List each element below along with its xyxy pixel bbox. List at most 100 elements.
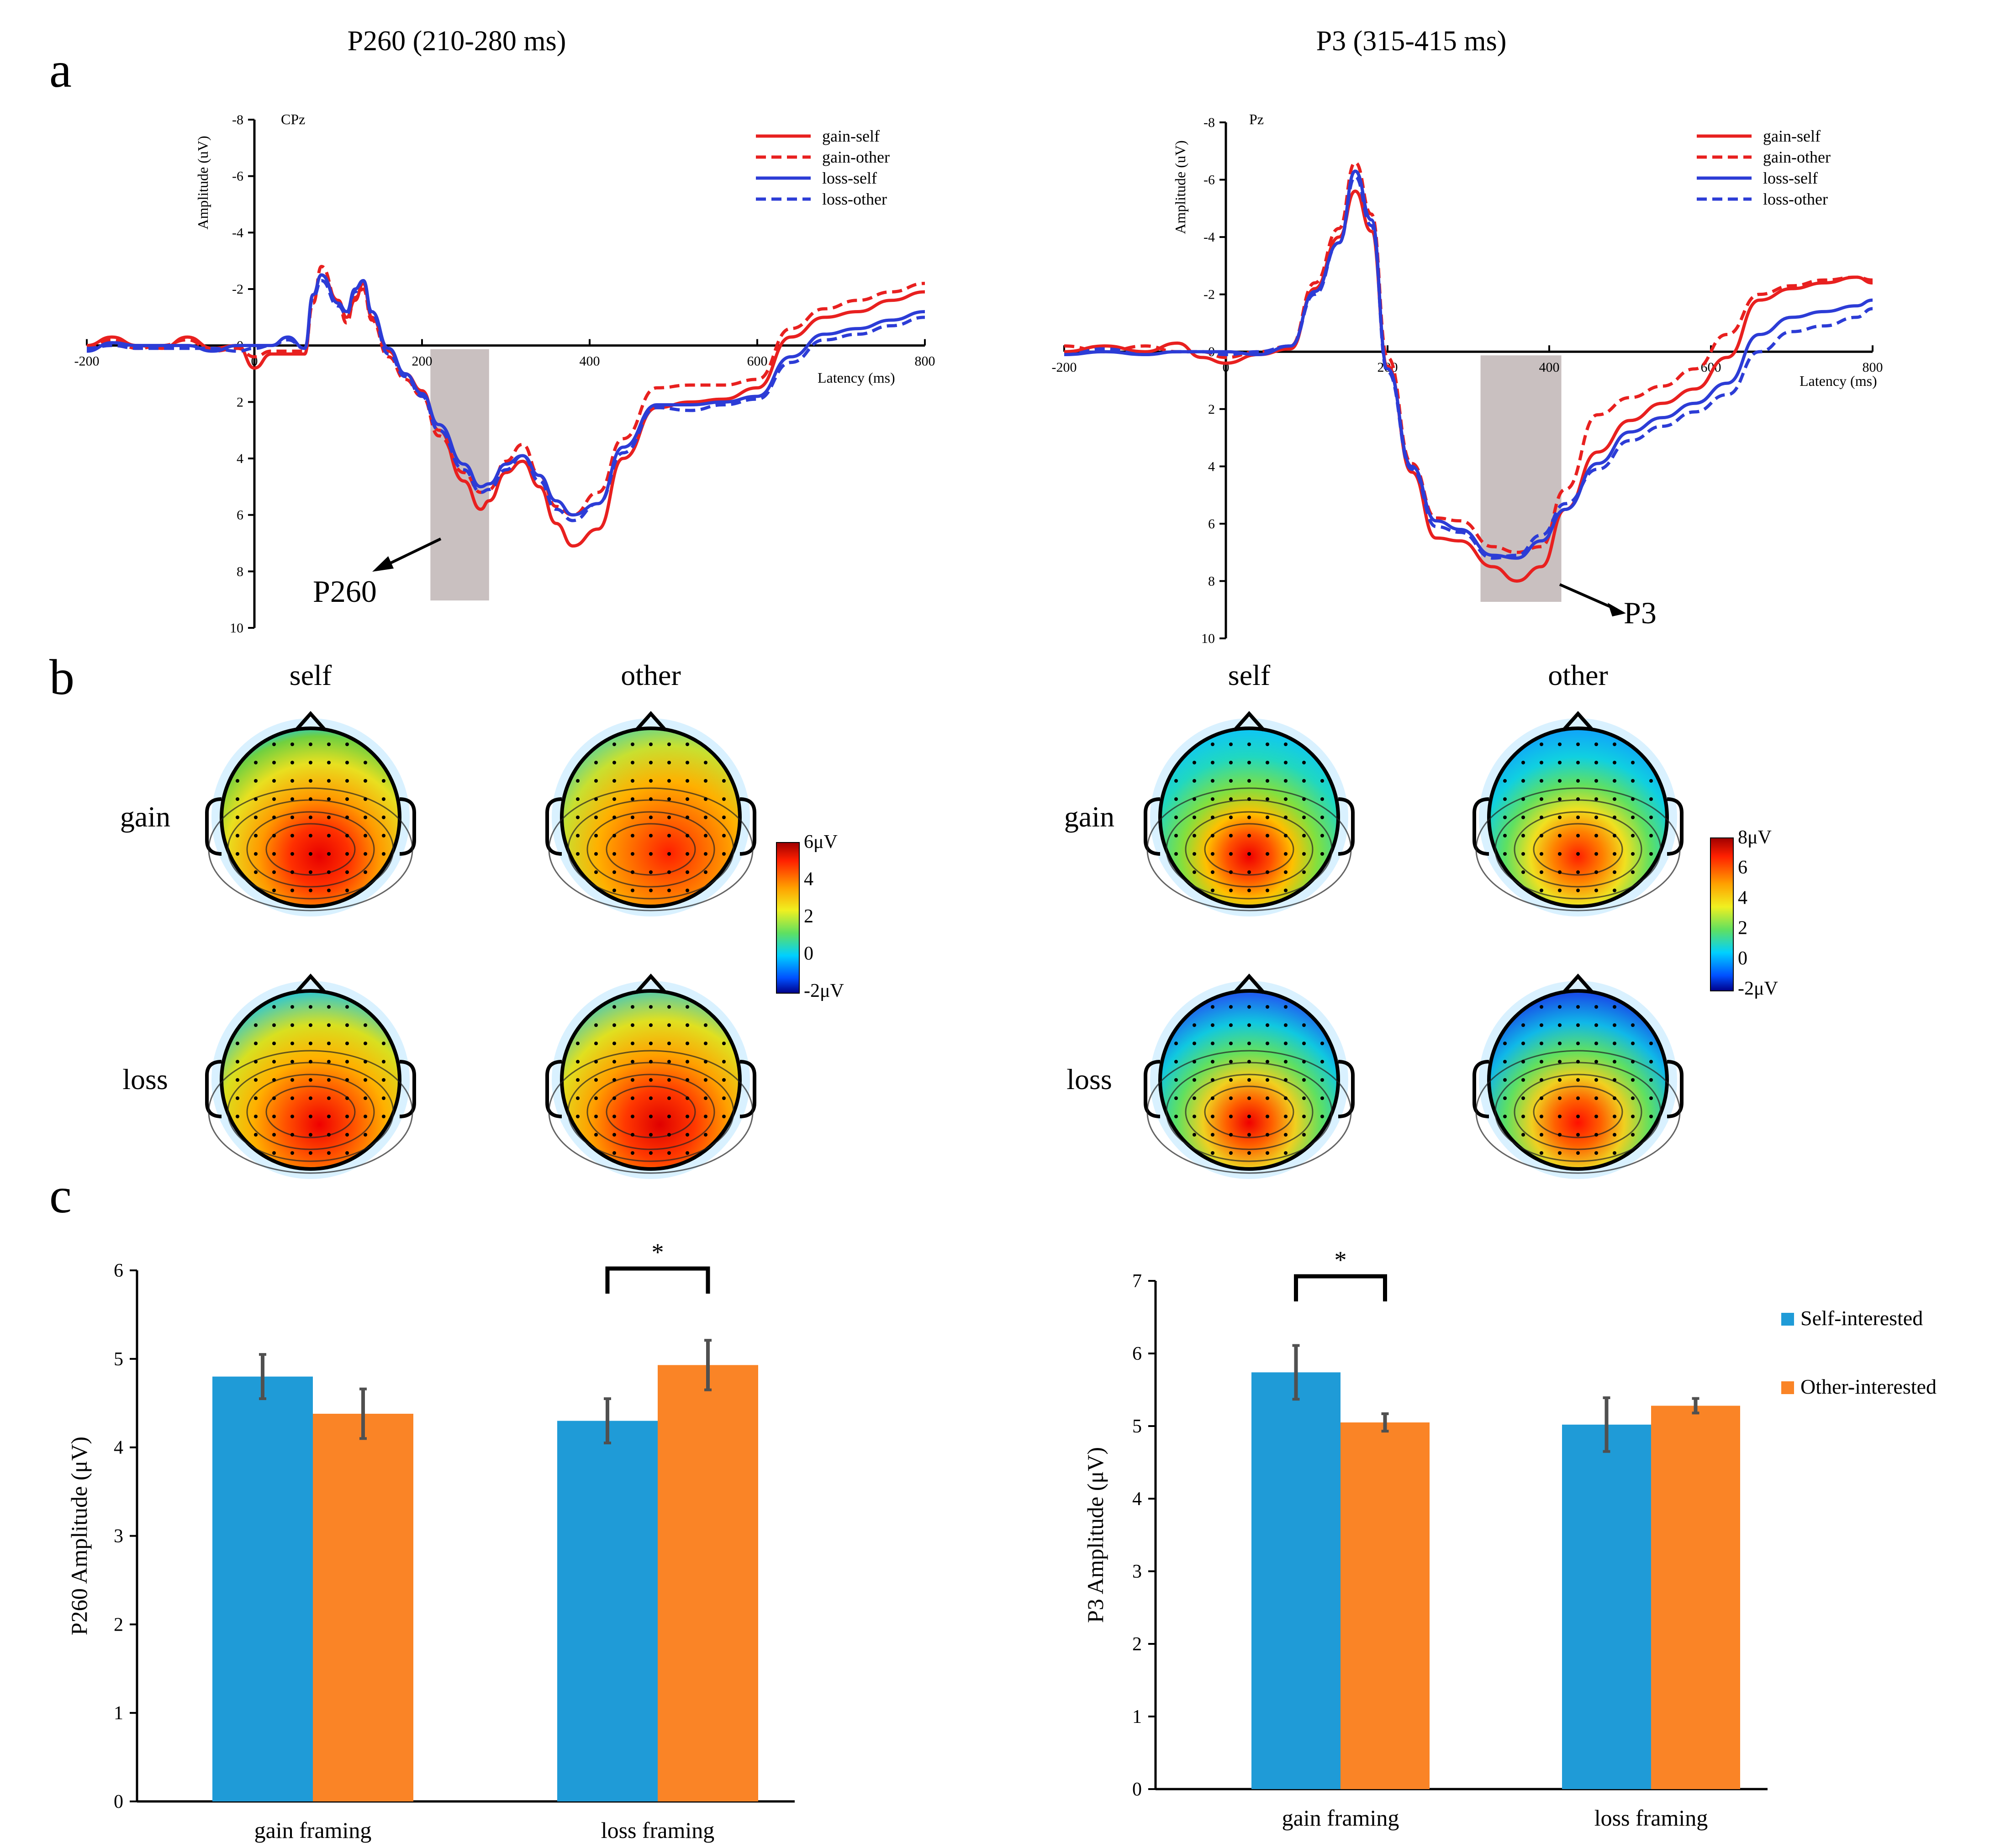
electrode-dot [1193,816,1196,819]
electrode-dot [309,1151,312,1155]
legend-label-loss-self: loss-self [1763,169,1818,187]
electrode-dot [290,1023,294,1027]
electrode-dot [272,1078,276,1082]
erp-title-right: P3 (315-415 ms) [1316,26,1507,57]
electrode-dot [1211,1096,1214,1100]
ear-right [399,1060,416,1118]
electrode-dot [364,834,367,837]
category-label: loss framing [601,1817,715,1843]
electrode-dot [1284,1133,1288,1137]
p3-label: P3 [1624,595,1657,630]
colorbar-tick: 2 [804,906,813,927]
electrode-dot [272,1060,276,1064]
electrode-dot [327,1042,331,1045]
electrode-dot [1558,852,1562,856]
p3-time-window [1480,355,1562,602]
electrode-dot [1558,742,1562,746]
electrode-dot [254,1060,258,1064]
ear-right [1338,797,1355,856]
electrode-dot [1247,1096,1251,1100]
bar-self-0 [212,1376,313,1801]
electrode-dot [631,1005,634,1009]
electrode-dot [1540,889,1543,892]
nose [1562,711,1594,732]
electrode-dot [1540,816,1543,819]
electrode-dot [364,852,367,856]
electrode-dot [686,1078,689,1082]
electrode-dot [1229,1005,1233,1009]
electrode-dot [254,1023,258,1027]
electrode-dot [1521,852,1525,856]
electrode-dot [1503,1042,1507,1045]
electrode-dot [612,1023,616,1027]
bar-legend: Self-interested Other-interested [1781,1306,1937,1398]
electrode-dot [1266,742,1269,746]
colorbar-tick: 4 [804,869,813,890]
electrode-dot [612,1133,616,1137]
electrode-dot [612,1060,616,1064]
contour-line [586,811,715,888]
electrode-dot [649,1151,653,1155]
electrode-dot [1613,761,1616,764]
electrode-dot [704,1060,707,1064]
electrode-dot [631,1096,634,1100]
electrode-dot [594,761,598,764]
legend-other: Other-interested [1800,1375,1937,1398]
electrode-dot [1521,1042,1525,1045]
electrode-dot [576,1060,580,1064]
electrode-dot [272,797,276,801]
electrode-dot [236,852,239,856]
y-tick-label: -2 [232,282,243,297]
electrode-dot [1229,852,1233,856]
electrode-dot [1266,834,1269,837]
electrode-dot [704,1078,707,1082]
electrode-dot [1247,761,1251,764]
electrode-dot [1503,1060,1507,1064]
electrode-dot [576,1042,580,1045]
electrode-dot [272,1151,276,1155]
y-tick-label: 1 [1132,1706,1142,1727]
electrode-dot [1174,1060,1178,1064]
electrode-dot [1540,779,1543,783]
contour-line [265,1085,356,1138]
electrode-dot [612,1115,616,1118]
electrode-dot [1211,779,1214,783]
electrode-dot [1540,1115,1543,1118]
electrode-dot [649,852,653,856]
electrode-dot [1576,870,1580,874]
electrode-dot [272,1115,276,1118]
electrode-dot [1649,1078,1653,1082]
electrode-dot [667,779,671,783]
colorbar [1710,837,1734,991]
electrode-dot [290,1115,294,1118]
electrode-dot [686,779,689,783]
electrode-dot [327,779,331,783]
bar-other-0 [313,1414,413,1801]
topomap-gain-self [205,711,416,916]
electrode-dot [1521,834,1525,837]
electrode-dot [576,816,580,819]
electrode-dot [594,779,598,783]
electrode-dot [1576,1078,1580,1082]
electrode-dot [1558,1151,1562,1155]
topo-row-label: loss [1066,1063,1112,1095]
electrode-dot [327,889,331,892]
electrode-dot [1284,870,1288,874]
y-axis-label: Amplitude (uV) [195,136,211,229]
electrode-dot [1631,1115,1635,1118]
electrode-dot [345,761,349,764]
electrode-dot [1540,797,1543,801]
electrode-dot [1174,852,1178,856]
contour-line [1146,1050,1352,1174]
y-tick-label: -6 [232,169,243,184]
electrode-dot [1649,1042,1653,1045]
electrode-dot [254,779,258,783]
electrode-dot [254,797,258,801]
electrode-dot [1266,1133,1269,1137]
electrode-dot [1247,816,1251,819]
electrode-dot [667,834,671,837]
electrode-dot [364,816,367,819]
electrode-dot [1247,1078,1251,1082]
electrode-dot [1521,797,1525,801]
electrode-dot [236,797,239,801]
